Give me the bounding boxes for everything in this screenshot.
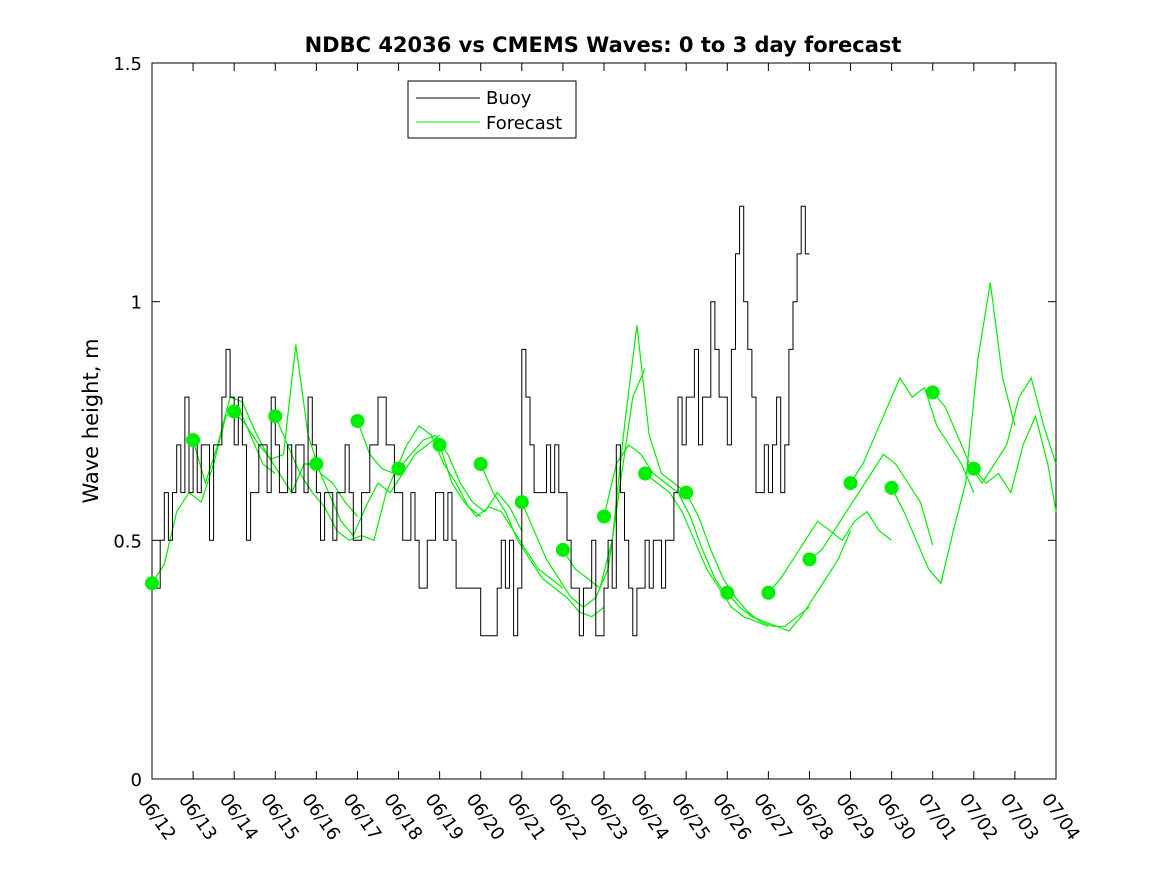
forecast-start-marker <box>309 457 324 471</box>
x-tick-label: 07/03 <box>996 790 1043 845</box>
forecast-series-line <box>849 376 975 493</box>
forecast-start-marker <box>597 509 611 524</box>
x-tick-label: 06/28 <box>790 790 837 845</box>
x-tick-label: 06/26 <box>708 790 755 845</box>
x-tick-label: 06/12 <box>133 790 180 845</box>
y-tick-label: 0.5 <box>113 531 142 552</box>
forecast-series-line <box>726 530 852 632</box>
chart-title: NDBC 42036 vs CMEMS Waves: 0 to 3 day fo… <box>305 33 902 57</box>
forecast-series-line <box>356 420 482 517</box>
forecast-series-line <box>891 282 1016 585</box>
forecast-start-marker <box>186 433 201 448</box>
forecast-start-marker <box>432 437 447 452</box>
forecast-start-marker <box>843 476 858 491</box>
x-tick-label: 06/21 <box>503 790 550 845</box>
x-tick-label: 06/24 <box>626 790 673 845</box>
forecast-start-marker <box>227 404 242 419</box>
forecast-series-line <box>809 453 934 560</box>
x-tick-label: 06/13 <box>174 790 221 845</box>
legend: Buoy Forecast <box>407 80 577 139</box>
x-tick-label: 06/27 <box>749 790 796 845</box>
y-axis-label: Wave height, m <box>79 338 103 503</box>
forecast-series-line <box>932 376 1057 485</box>
x-tick-label: 06/18 <box>379 790 426 845</box>
x-tick-label: 06/22 <box>544 790 591 845</box>
forecast-start-marker <box>884 480 899 495</box>
legend-forecast-label: Forecast <box>486 113 562 134</box>
forecast-start-marker <box>638 466 653 481</box>
plot-area: 00.511.506/1206/1306/1406/1506/1606/1706… <box>113 54 1084 844</box>
x-tick-label: 06/19 <box>421 790 468 845</box>
forecast-series-line <box>233 344 358 517</box>
forecast-series-line <box>480 463 605 618</box>
forecast-series-line <box>644 473 769 627</box>
forecast-start-marker <box>350 414 365 428</box>
forecast-series-line <box>439 444 564 589</box>
forecast-series-line <box>562 325 687 590</box>
x-tick-label: 06/17 <box>338 790 385 845</box>
x-tick-label: 06/25 <box>667 790 714 845</box>
x-tick-label: 06/30 <box>873 790 920 845</box>
legend-box <box>407 80 577 139</box>
forecast-start-marker <box>679 485 694 500</box>
forecast-start-marker <box>514 495 529 510</box>
x-tick-label: 07/01 <box>914 790 961 845</box>
forecast-start-marker <box>473 457 488 471</box>
forecast-start-marker <box>391 461 406 476</box>
forecast-series-line <box>398 434 523 532</box>
forecast-start-marker <box>966 461 981 476</box>
forecast-start-marker <box>555 542 570 557</box>
x-tick-label: 06/16 <box>297 790 344 845</box>
x-tick-label: 06/15 <box>256 790 303 845</box>
forecast-series-line <box>767 510 892 594</box>
forecast-series-line <box>973 414 1057 512</box>
forecast-start-marker <box>925 385 940 400</box>
x-tick-label: 06/29 <box>831 790 878 845</box>
forecast-start-marker <box>761 585 776 600</box>
legend-buoy-label: Buoy <box>486 88 532 109</box>
forecast-start-marker <box>720 585 735 600</box>
y-tick-label: 0 <box>131 770 142 791</box>
forecast-series-line <box>603 444 728 598</box>
x-tick-label: 07/04 <box>1037 790 1084 845</box>
x-tick-label: 06/20 <box>462 790 509 845</box>
y-tick-label: 1.5 <box>113 54 142 75</box>
forecast-start-marker <box>268 409 283 424</box>
forecast-start-marker <box>145 576 159 591</box>
forecast-series-line <box>685 492 810 627</box>
forecast-start-marker <box>802 552 817 567</box>
y-tick-label: 1 <box>131 293 142 314</box>
x-tick-label: 06/23 <box>585 790 632 845</box>
buoy-series-line <box>152 205 810 637</box>
x-tick-label: 06/14 <box>215 790 262 845</box>
x-tick-label: 07/02 <box>955 790 1002 845</box>
